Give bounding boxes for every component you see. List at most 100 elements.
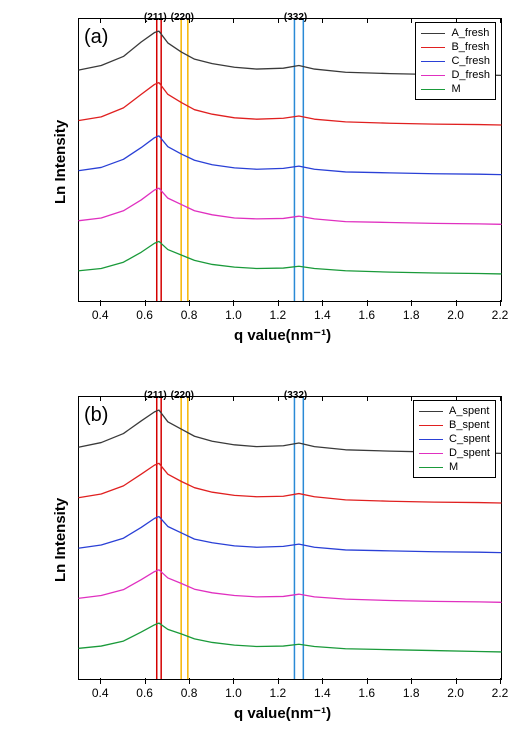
legend-item: C_fresh bbox=[421, 54, 490, 68]
figure-page: 0.4 0.6 0.8 1.0 1.2 1.4 1.6 1.8 2.0 2.2 q value(nm… bbox=[0, 0, 527, 753]
legend-swatch bbox=[419, 411, 443, 412]
xtick-top bbox=[100, 18, 101, 23]
xtick-label: 1.8 bbox=[403, 308, 420, 322]
legend-item: B_spent bbox=[419, 418, 490, 432]
legend-label: B_spent bbox=[449, 418, 489, 432]
y-axis-label: Ln Intensity bbox=[52, 120, 69, 204]
xtick-top bbox=[278, 18, 279, 23]
legend-label: D_fresh bbox=[451, 68, 490, 82]
legend-label: A_fresh bbox=[451, 26, 489, 40]
series-line bbox=[79, 517, 501, 553]
xtick bbox=[367, 300, 368, 306]
xtick-top bbox=[278, 396, 279, 401]
legend-label: A_spent bbox=[449, 404, 489, 418]
xtick-top bbox=[411, 396, 412, 401]
xtick-label: 1.2 bbox=[270, 308, 287, 322]
xtick-label: 0.4 bbox=[92, 686, 109, 700]
xtick-top bbox=[367, 396, 368, 401]
legend-swatch bbox=[419, 453, 443, 454]
panel-b: 0.40.60.81.01.21.41.61.82.02.2q value(nm… bbox=[18, 390, 509, 740]
legend-item: A_spent bbox=[419, 404, 490, 418]
series-line bbox=[79, 570, 501, 602]
peak-label: (332) bbox=[284, 12, 307, 23]
peak-label: (332) bbox=[284, 390, 307, 401]
xtick-top bbox=[322, 396, 323, 401]
xtick-label: 1.4 bbox=[314, 308, 331, 322]
xtick-label: 1.6 bbox=[358, 308, 375, 322]
xtick-label: 0.6 bbox=[136, 308, 153, 322]
panel-tag: (a) bbox=[84, 26, 108, 49]
xtick bbox=[278, 300, 279, 306]
xtick bbox=[456, 678, 457, 684]
y-axis-label: Ln Intensity bbox=[52, 498, 69, 582]
legend-label: C_fresh bbox=[451, 54, 490, 68]
xtick-top bbox=[500, 18, 501, 23]
series-line bbox=[79, 188, 501, 224]
peak-label: (220) bbox=[171, 390, 194, 401]
legend-swatch bbox=[419, 467, 443, 468]
xtick-label: 2.0 bbox=[447, 308, 464, 322]
xtick bbox=[500, 678, 501, 684]
legend-swatch bbox=[421, 75, 445, 76]
legend-swatch bbox=[421, 61, 445, 62]
xtick bbox=[322, 300, 323, 306]
x-axis-label: q value(nm⁻¹) bbox=[234, 326, 331, 344]
legend: A_spentB_spentC_spentD_spentM bbox=[413, 400, 496, 478]
xtick-label: 0.4 bbox=[92, 308, 109, 322]
legend: A_freshB_freshC_freshD_freshM bbox=[415, 22, 496, 100]
legend-item: M bbox=[421, 82, 490, 96]
xtick bbox=[411, 300, 412, 306]
peak-label: (220) bbox=[171, 12, 194, 23]
xtick bbox=[233, 678, 234, 684]
peak-label: (211) bbox=[144, 12, 167, 23]
xtick-label: 1.0 bbox=[225, 686, 242, 700]
panel-tag: (b) bbox=[84, 404, 108, 427]
xtick-label: 1.8 bbox=[403, 686, 420, 700]
series-line bbox=[79, 241, 501, 273]
xtick bbox=[367, 678, 368, 684]
legend-swatch bbox=[421, 47, 445, 48]
legend-label: B_fresh bbox=[451, 40, 489, 54]
xtick bbox=[145, 300, 146, 306]
xtick-label: 1.4 bbox=[314, 686, 331, 700]
xtick bbox=[100, 300, 101, 306]
xtick bbox=[411, 678, 412, 684]
legend-item: D_fresh bbox=[421, 68, 490, 82]
xtick bbox=[189, 678, 190, 684]
xtick bbox=[145, 678, 146, 684]
legend-item: D_spent bbox=[419, 446, 490, 460]
xtick-top bbox=[233, 396, 234, 401]
xtick-top bbox=[500, 396, 501, 401]
xtick bbox=[456, 300, 457, 306]
xtick-top bbox=[411, 18, 412, 23]
legend-item: A_fresh bbox=[421, 26, 490, 40]
xtick-top bbox=[322, 18, 323, 23]
xtick-label: 1.6 bbox=[358, 686, 375, 700]
legend-swatch bbox=[419, 425, 443, 426]
legend-swatch bbox=[421, 89, 445, 90]
xtick bbox=[189, 300, 190, 306]
xtick-top bbox=[100, 396, 101, 401]
legend-item: B_fresh bbox=[421, 40, 490, 54]
legend-swatch bbox=[421, 33, 445, 34]
xtick-label: 0.6 bbox=[136, 686, 153, 700]
xtick-label: 1.2 bbox=[270, 686, 287, 700]
legend-swatch bbox=[419, 439, 443, 440]
xtick bbox=[322, 678, 323, 684]
xtick bbox=[233, 300, 234, 306]
xtick-label: 0.8 bbox=[181, 308, 198, 322]
legend-label: M bbox=[451, 82, 460, 96]
xtick-label: 2.2 bbox=[492, 308, 509, 322]
legend-item: M bbox=[419, 460, 490, 474]
xtick-top bbox=[367, 18, 368, 23]
xtick bbox=[278, 678, 279, 684]
series-line bbox=[79, 136, 501, 175]
xtick bbox=[500, 300, 501, 306]
xtick-label: 1.0 bbox=[225, 308, 242, 322]
peak-label: (211) bbox=[144, 390, 167, 401]
x-axis-label: q value(nm⁻¹) bbox=[234, 704, 331, 722]
xtick-label: 2.0 bbox=[447, 686, 464, 700]
xtick-top bbox=[233, 18, 234, 23]
legend-item: C_spent bbox=[419, 432, 490, 446]
panel-a: 0.4 0.6 0.8 1.0 1.2 1.4 1.6 1.8 2.0 2.2 q value(nm… bbox=[18, 12, 509, 362]
